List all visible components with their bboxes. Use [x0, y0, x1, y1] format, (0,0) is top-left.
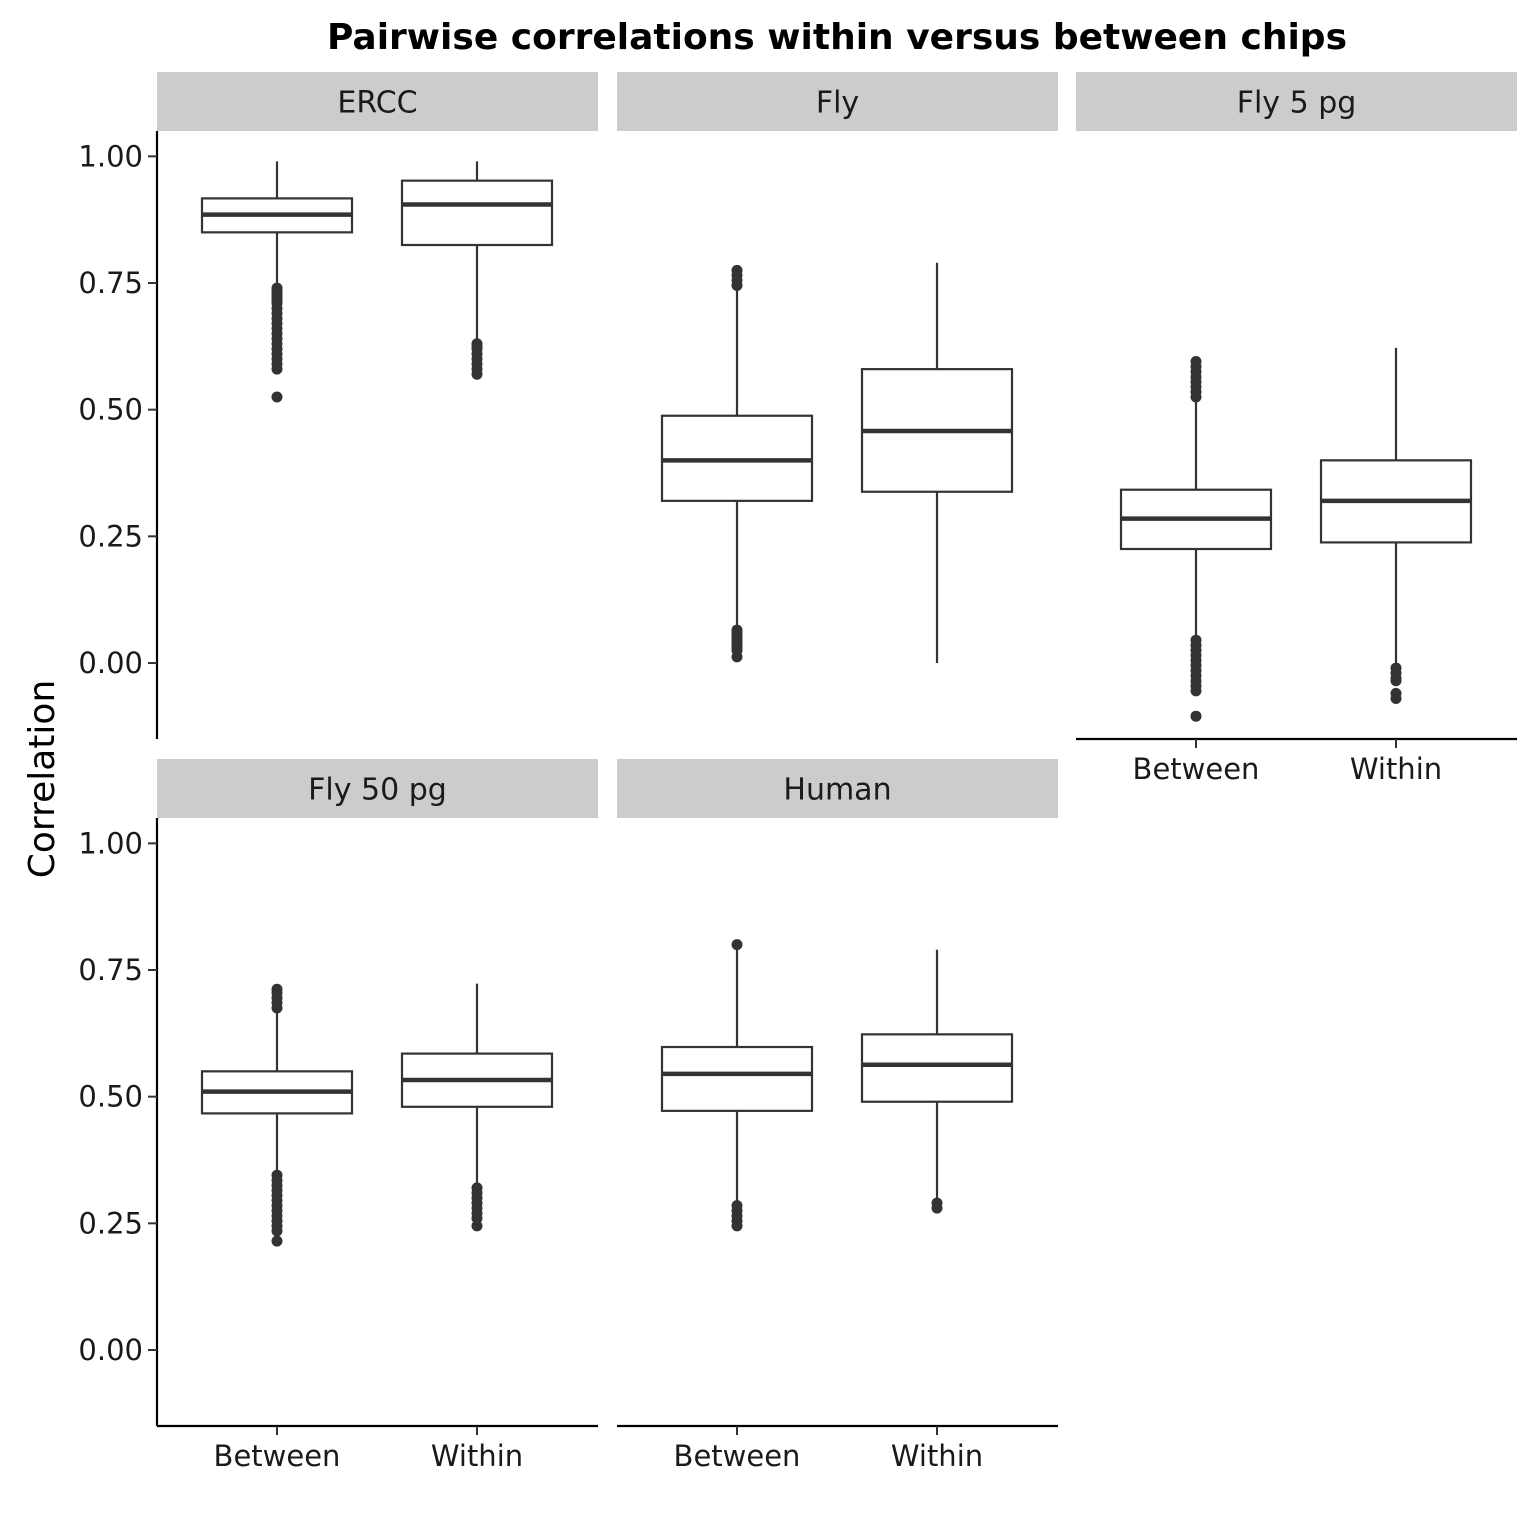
- strip-label-human: Human: [783, 773, 891, 808]
- x-tick-label-between: Between: [674, 1439, 801, 1473]
- y-tick-label: 0.75: [78, 953, 143, 987]
- strip-label-ercc: ERCC: [337, 86, 417, 121]
- box-fly-between: [660, 264, 814, 663]
- strip-label-fly-50-pg: Fly 50 pg: [308, 773, 447, 808]
- box-ercc-within: [400, 161, 554, 380]
- y-tick-label: 0.25: [78, 1206, 143, 1240]
- outlier-point: [471, 1212, 483, 1224]
- outlier-point: [271, 391, 283, 403]
- box-human-within: [860, 949, 1014, 1214]
- iqr-box: [860, 1033, 1014, 1103]
- facet-fly: Fly: [617, 72, 1058, 663]
- outlier-point: [1190, 391, 1202, 403]
- facet-panels: ERCC 1.00 0.75 0.50 0.25 0.00 Fly Fly 5 pg Betwe…: [78, 72, 1517, 1473]
- outlier-point: [731, 1220, 743, 1232]
- outlier-point: [471, 368, 483, 380]
- facet-human: Human Between Within: [617, 759, 1058, 1473]
- box-fly-within: [860, 262, 1014, 663]
- box-ercc-between: [200, 161, 354, 403]
- box-fly-50-pg-between: [200, 983, 354, 1247]
- box-fly-5-pg-within: [1319, 347, 1473, 704]
- y-tick-label: 1.00: [78, 139, 143, 173]
- x-tick-label-within: Within: [1350, 752, 1442, 786]
- y-axis-title: Correlation: [22, 680, 63, 879]
- strip-fly: [617, 72, 1058, 131]
- x-tick-label-within: Within: [891, 1439, 983, 1473]
- x-tick-label-within: Within: [431, 1439, 523, 1473]
- y-tick-label: 0.50: [78, 393, 143, 427]
- strip-fly-50-pg: [157, 759, 598, 818]
- strip-label-fly: Fly: [816, 86, 859, 121]
- outlier-point: [271, 1225, 283, 1237]
- outlier-point: [271, 1002, 283, 1014]
- strip-fly-5-pg: [1076, 72, 1517, 131]
- facet-fly-50-pg: Fly 50 pg 1.00 0.75 0.50 0.25 0.00 Between With…: [78, 759, 598, 1473]
- y-tick-label: 0.00: [78, 1333, 143, 1367]
- y-tick-label: 0.00: [78, 646, 143, 680]
- iqr-box: [400, 179, 554, 247]
- y-tick-label: 0.50: [78, 1080, 143, 1114]
- x-tick-label-between: Between: [214, 1439, 341, 1473]
- outlier-point: [1390, 675, 1402, 687]
- y-tick-label: 0.75: [78, 266, 143, 300]
- outlier-point: [731, 651, 743, 663]
- box-human-between: [660, 939, 814, 1232]
- outlier-point: [271, 1235, 283, 1247]
- strip-ercc: [157, 72, 598, 131]
- chart-title: Pairwise correlations within versus betw…: [327, 17, 1347, 58]
- box-fly-50-pg-within: [400, 983, 554, 1232]
- y-tick-label: 1.00: [78, 826, 143, 860]
- outlier-point: [1190, 710, 1202, 722]
- x-tick-label-between: Between: [1133, 752, 1260, 786]
- y-tick-label: 0.25: [78, 519, 143, 553]
- box-fly-5-pg-between: [1119, 356, 1273, 722]
- outlier-point: [731, 939, 743, 951]
- facet-fly-5-pg: Fly 5 pg Between Within: [1076, 72, 1517, 786]
- facet-ercc: ERCC 1.00 0.75 0.50 0.25 0.00: [78, 72, 598, 739]
- outlier-point: [1190, 685, 1202, 697]
- outlier-point: [471, 1220, 483, 1232]
- iqr-box: [660, 1045, 814, 1112]
- outlier-point: [1390, 692, 1402, 704]
- strip-human: [617, 759, 1058, 818]
- strip-label-fly-5-pg: Fly 5 pg: [1237, 86, 1357, 121]
- outlier-point: [931, 1202, 943, 1214]
- outlier-point: [271, 363, 283, 375]
- outlier-point: [731, 280, 743, 292]
